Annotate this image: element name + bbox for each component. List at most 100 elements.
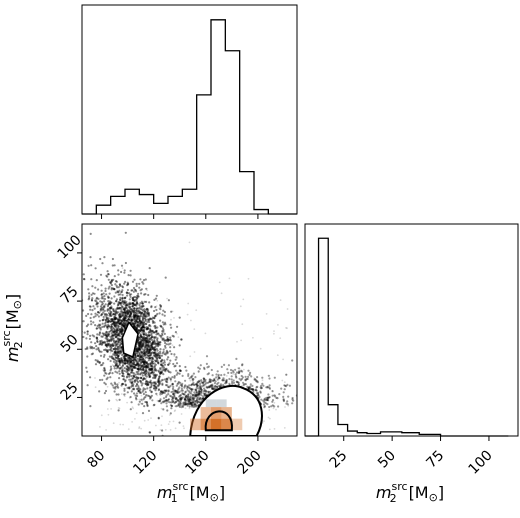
- scatter-point: [251, 388, 254, 391]
- scatter-point: [94, 299, 97, 302]
- histogram-bin: [168, 196, 182, 214]
- scatter-point: [98, 331, 102, 334]
- scatter-point: [283, 384, 286, 387]
- scatter-point: [151, 342, 154, 345]
- scatter-point: [129, 295, 132, 298]
- scatter-point: [246, 377, 249, 381]
- scatter-point: [133, 299, 136, 303]
- scatter-point: [154, 369, 157, 372]
- scatter-point: [114, 370, 117, 373]
- scatter-point: [129, 368, 132, 371]
- scatter-point: [112, 313, 115, 316]
- scatter-point: [123, 307, 126, 310]
- scatter-point: [142, 279, 146, 282]
- scatter-point: [132, 302, 135, 305]
- scatter-point: [122, 308, 126, 311]
- scatter-point: [111, 364, 114, 367]
- scatter-point: [144, 278, 147, 281]
- x-tick-label: 160: [182, 448, 212, 478]
- scatter-point: [148, 340, 152, 343]
- scatter-point: [121, 330, 124, 333]
- scatter-point: [99, 364, 103, 367]
- scatter-point: [131, 280, 135, 283]
- scatter-point: [242, 298, 245, 301]
- scatter-point: [128, 359, 131, 362]
- scatter-point: [190, 392, 193, 395]
- scatter-point: [111, 334, 114, 337]
- scatter-point: [140, 356, 143, 359]
- scatter-point: [122, 382, 125, 386]
- scatter-point: [260, 386, 263, 390]
- scatter-point: [120, 291, 123, 294]
- scatter-point: [167, 299, 170, 302]
- scatter-point: [128, 367, 131, 370]
- scatter-point: [105, 343, 108, 346]
- scatter-point: [118, 318, 121, 321]
- scatter-point: [158, 400, 161, 403]
- scatter-point: [213, 377, 216, 380]
- scatter-point: [128, 375, 131, 378]
- scatter-point: [159, 352, 162, 355]
- scatter-point: [150, 384, 153, 387]
- scatter-point: [192, 404, 195, 407]
- scatter-point: [151, 341, 154, 344]
- scatter-point: [240, 374, 243, 378]
- scatter-point: [136, 361, 139, 364]
- scatter-point: [143, 293, 146, 296]
- scatter-point: [271, 399, 275, 402]
- scatter-point: [106, 345, 109, 348]
- scatter-point: [132, 302, 135, 305]
- scatter-point: [165, 367, 168, 370]
- scatter-point: [138, 319, 142, 322]
- scatter-point: [249, 388, 253, 391]
- scatter-point: [96, 360, 99, 363]
- scatter-point: [215, 373, 218, 376]
- scatter-point: [165, 380, 168, 383]
- scatter-point: [219, 383, 223, 386]
- scatter-point: [157, 361, 160, 364]
- scatter-point: [99, 343, 102, 346]
- scatter-point: [140, 312, 143, 315]
- scatter-point: [157, 378, 160, 381]
- scatter-point: [118, 283, 121, 286]
- scatter-point: [189, 401, 192, 404]
- scatter-point: [167, 363, 170, 366]
- scatter-point: [139, 329, 142, 332]
- scatter-point: [195, 397, 199, 400]
- scatter-point: [147, 349, 150, 352]
- scatter-point: [138, 318, 141, 321]
- scatter-point: [138, 391, 141, 394]
- scatter-point: [104, 389, 108, 393]
- scatter-point: [150, 391, 153, 394]
- scatter-point: [167, 356, 170, 359]
- scatter-point: [133, 278, 136, 281]
- scatter-point: [136, 352, 139, 355]
- scatter-point: [107, 318, 110, 321]
- scatter-point: [231, 369, 234, 372]
- scatter-point: [144, 315, 147, 319]
- scatter-point: [140, 344, 143, 347]
- scatter-point: [167, 400, 170, 403]
- scatter-point: [151, 399, 154, 402]
- scatter-point: [126, 283, 130, 286]
- scatter-point: [184, 396, 187, 399]
- scatter-point: [261, 379, 264, 382]
- scatter-point: [123, 319, 126, 322]
- x-tick-label: 80: [84, 448, 108, 472]
- scatter-point: [235, 380, 238, 383]
- scatter-point: [162, 348, 165, 351]
- scatter-point: [149, 354, 152, 357]
- scatter-point: [122, 324, 125, 328]
- scatter-point: [155, 344, 158, 347]
- scatter-point: [142, 325, 145, 328]
- scatter-point: [146, 384, 149, 387]
- scatter-point: [114, 313, 117, 316]
- scatter-point: [169, 359, 172, 362]
- scatter-point: [206, 386, 209, 389]
- scatter-point: [129, 358, 132, 361]
- scatter-point: [139, 402, 142, 405]
- scatter-point: [128, 361, 131, 364]
- scatter-point: [138, 379, 142, 382]
- scatter-point: [186, 389, 189, 392]
- scatter-point: [154, 324, 157, 327]
